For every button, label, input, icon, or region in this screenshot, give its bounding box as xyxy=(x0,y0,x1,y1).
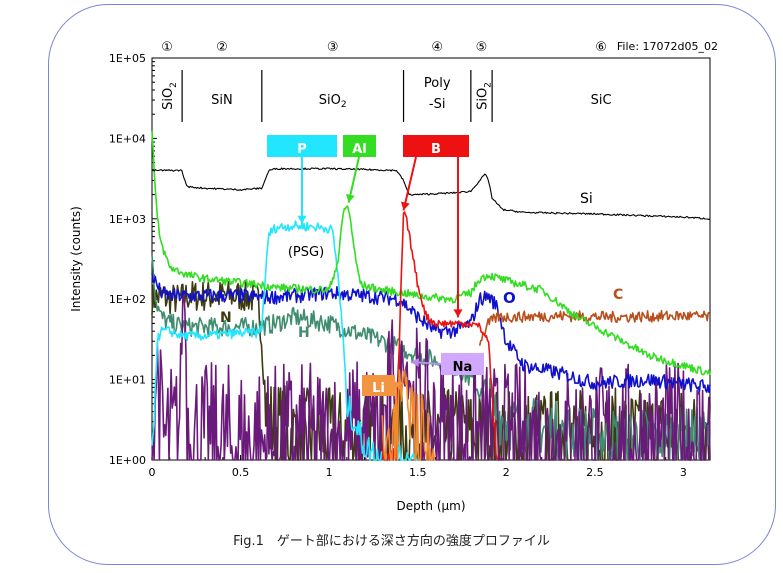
series-b-line xyxy=(381,211,498,461)
layer-label: Poly xyxy=(424,76,451,91)
y-tick-label: 1E+05 xyxy=(109,52,146,65)
x-tick-label: 2.5 xyxy=(586,466,604,479)
annotation-na-label: Na xyxy=(453,360,473,375)
layer-label: SiO2 xyxy=(319,93,347,110)
annotation-p-arrow-head xyxy=(297,215,307,224)
y-tick-label: 1E+00 xyxy=(109,454,146,467)
annotation-b-arrow-head xyxy=(400,201,410,211)
y-tick-label: 1E+02 xyxy=(109,293,146,306)
series-p-line xyxy=(151,220,418,461)
x-tick-label: 0 xyxy=(149,466,156,479)
annotation-al-arrow-head xyxy=(346,193,355,203)
layer-number: ③ xyxy=(327,40,339,55)
file-label: File: 17072d05_02 xyxy=(617,40,718,53)
annotation-p-label: P xyxy=(297,142,307,157)
annotation-li-label-box xyxy=(362,375,395,396)
annotation-al-label-box xyxy=(343,135,376,157)
annotation-li-arrow-head xyxy=(392,380,402,390)
y-tick-label: 1E+03 xyxy=(109,213,146,226)
x-tick-label: 3 xyxy=(680,466,687,479)
layer-label: SiO2 xyxy=(475,82,493,110)
y-tick-label: 1E+01 xyxy=(109,374,146,387)
layer-label: SiC xyxy=(591,93,612,108)
annotation-si: Si xyxy=(580,191,593,207)
annotation-b-label: B xyxy=(431,142,441,157)
annotation-li-label: Li xyxy=(372,381,385,396)
layer-number: ④ xyxy=(431,40,443,55)
annotation-n: N xyxy=(220,310,232,326)
annotation-o: O xyxy=(503,289,516,307)
x-tick-label: 1.5 xyxy=(409,466,427,479)
annotation-p-label-box xyxy=(267,135,337,157)
annotation-b-arrow xyxy=(402,156,417,211)
series-c-line xyxy=(478,309,710,346)
x-axis-label: Depth (μm) xyxy=(396,499,465,513)
rounded-frame xyxy=(48,4,776,565)
x-tick-label: 1 xyxy=(326,466,333,479)
annotation-na-arrow-head xyxy=(410,358,420,368)
annotation-na-label-box xyxy=(441,353,484,375)
series-si-line xyxy=(151,167,711,220)
x-tick-label: 0.5 xyxy=(232,466,250,479)
figure-caption: Fig.1 ゲート部における深さ方向の強度プロファイル xyxy=(233,534,550,549)
annotation-b-label-box xyxy=(403,135,469,157)
series-h-line xyxy=(151,255,711,461)
annotation-h: H xyxy=(298,325,310,341)
layer-label: -Si xyxy=(429,97,446,112)
y-tick-label: 1E+04 xyxy=(109,132,146,145)
series-o-line xyxy=(151,273,711,393)
layer-number: ⑤ xyxy=(476,40,488,55)
y-axis-label: Intensity (counts) xyxy=(69,206,83,312)
layer-number: ⑥ xyxy=(595,40,607,55)
layer-label: SiO2 xyxy=(161,82,179,110)
series-al-line xyxy=(151,130,711,376)
annotation-psg: (PSG) xyxy=(288,245,324,260)
x-tick-label: 2 xyxy=(503,466,510,479)
layer-number: ② xyxy=(216,40,228,55)
series-na-line xyxy=(151,293,711,461)
layer-number: ① xyxy=(161,40,173,55)
series-li-line xyxy=(381,369,436,461)
layer-label: SiN xyxy=(211,93,233,108)
annotation-al-label: Al xyxy=(352,142,367,157)
annotation-b-arrow-2-head xyxy=(453,309,463,318)
annotation-c: C xyxy=(613,287,623,303)
